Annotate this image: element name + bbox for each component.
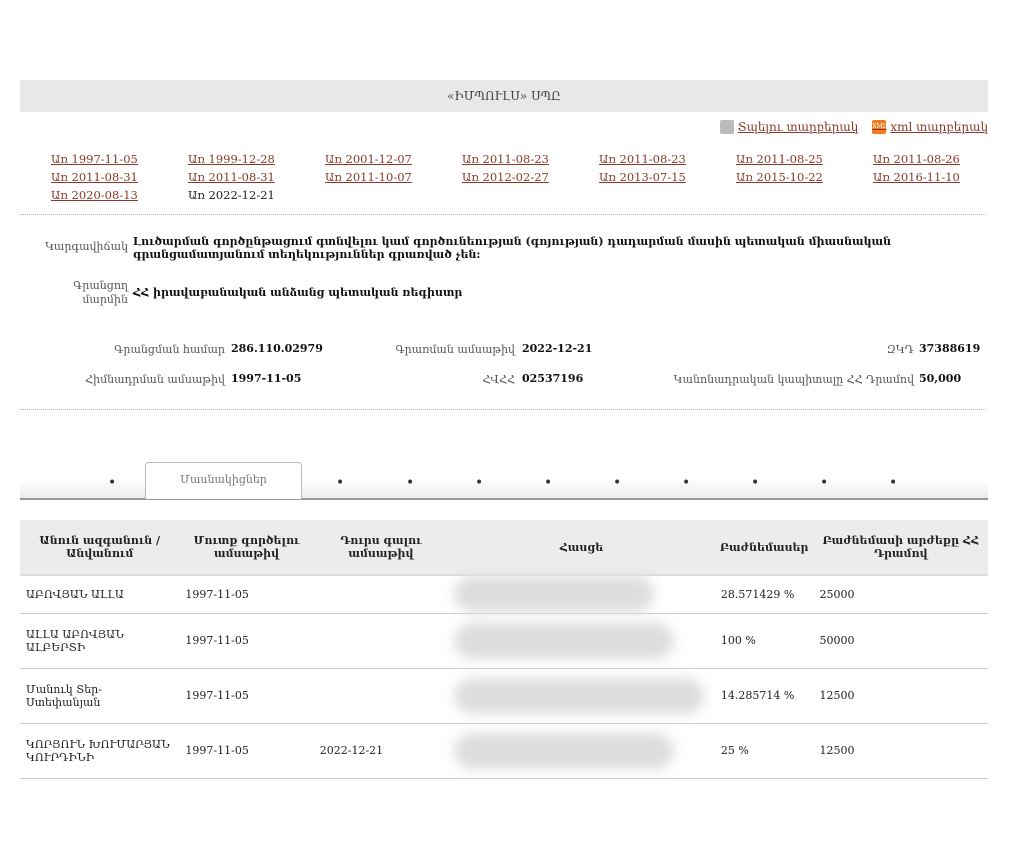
history-date-link[interactable]: Առ 2001-12-07 [325,152,412,166]
tab-10[interactable]: • [889,475,898,491]
tab-3[interactable]: • [406,475,415,491]
column-header: Բաժնեմասի արժեքը ՀՀ Դրամով [813,520,988,576]
registrar-label: Գրանցող մարմին [73,279,128,306]
xml-version-link[interactable]: XML xml տարբերակ [872,120,988,134]
history-date-link[interactable]: Առ 2011-08-26 [873,152,960,166]
tab-bar: Մասնակիցներ • • • • • • • • • • [20,460,988,500]
tab-4[interactable]: • [475,475,484,491]
table-row: ԱԼԼԱ ԱԲՈՎՅԱՆ ԱԼԲԵՐՏԻ 1997-11-05 100 % 50000 [20,613,988,669]
current-date: Առ 2022-12-21 [188,188,275,202]
xml-icon: XML [872,120,887,134]
cell-name: ԿՈՐՅՈՒՆ ԽՈՒՄԱՐՅԱՆ ԿՈՒՐԴԻՆԻ [20,723,180,779]
history-date-link[interactable]: Առ 2011-08-31 [51,170,138,184]
history-date-link[interactable]: Առ 2011-08-25 [736,152,823,166]
column-header: Դուրս գալու ամսաթիվ [313,520,449,576]
cell-entry: 1997-11-05 [179,613,314,669]
cell-entry: 1997-11-05 [179,668,314,724]
tin: 02537196 [522,372,584,385]
company-title: «ԻՄՊՈՒԼՍ» ՍՊԸ [20,80,988,112]
column-header: Բաժնեմասեր [714,520,814,576]
tab-9[interactable]: • [820,475,829,491]
redacted-address [454,576,655,613]
cell-value: 25000 [813,575,988,614]
table-row: ԿՈՐՅՈՒՆ ԽՈՒՄԱՐՅԱՆ ԿՈՒՐԴԻՆԻ 1997-11-05 2022… [20,723,988,779]
tab-6[interactable]: • [613,475,622,491]
xml-label: xml տարբերակ [890,120,988,134]
cell-exit [313,613,449,669]
tab-2[interactable]: • [336,475,345,491]
record-date: 2022-12-21 [522,342,593,355]
participants-table: Անուն ազգանուն / Անվանում Մուտք գործելու … [20,520,988,779]
history-date-link[interactable]: Առ 2011-10-07 [325,170,412,184]
cell-share: 100 % [714,613,814,669]
reg-number: 286.110.02979 [231,342,323,355]
history-dates: Առ 1997-11-05 Առ 1999-12-28 Առ 2001-12-07 Ա… [51,152,1010,202]
print-label: Տպելու տարբերակ [737,120,859,134]
cell-entry: 1997-11-05 [179,575,314,614]
tab-8[interactable]: • [751,475,760,491]
table-row: ԱԲՈՎՅԱՆ ԱԼԼԱ 1997-11-05 28.571429 % 25000 [20,575,988,614]
cell-address [448,575,715,614]
cell-exit [313,668,449,724]
registrar-value: ՀՀ իրավաբանական անձանց պետական ռեգիստր [133,286,463,299]
history-date-link[interactable]: Առ 2011-08-23 [599,152,686,166]
history-date-link[interactable]: Առ 2012-02-27 [462,170,549,184]
column-header: Մուտք գործելու ամսաթիվ [179,520,314,576]
history-date-link[interactable]: Առ 2011-08-23 [462,152,549,166]
tab-5[interactable]: • [544,475,553,491]
history-date-link[interactable]: Առ 2020-08-13 [51,188,138,202]
cell-value: 12500 [813,668,988,724]
cell-value: 50000 [813,613,988,669]
history-date-link[interactable]: Առ 2015-10-22 [736,170,823,184]
history-date-link[interactable]: Առ 2013-07-15 [599,170,686,184]
record-date-label: Գրառման ամսաթիվ [395,343,516,356]
status-label: Կարգավիճակ [45,240,128,253]
capital-label: Կանոնադրական կապիտալը ՀՀ Դրամով [673,373,914,386]
column-header: Հասցե [448,520,715,576]
zkd: 37388619 [919,342,981,355]
cell-value: 12500 [813,723,988,779]
cell-share: 28.571429 % [714,575,814,614]
capital: 50,000 [919,372,962,385]
tab-7[interactable]: • [682,475,691,491]
cell-address [448,613,715,669]
cell-name: ԱԲՈՎՅԱՆ ԱԼԼԱ [20,575,180,614]
history-date-link[interactable]: Առ 2016-11-10 [873,170,960,184]
history-date-link[interactable]: Առ 1997-11-05 [51,152,138,166]
cell-address [448,723,715,779]
table-row: Մանուկ Տեր-Ստեփանյան 1997-11-05 14.285714 … [20,668,988,724]
cell-share: 14.285714 % [714,668,814,724]
print-version-link[interactable]: Տպելու տարբերակ [719,120,859,134]
cell-exit: 2022-12-21 [313,723,449,779]
tab-participants[interactable]: Մասնակիցներ [145,462,302,499]
column-header: Անուն ազգանուն / Անվանում [20,520,180,576]
status-value: Լուծարման գործընթացում գտնվելու կամ գործ… [133,235,892,261]
zkd-label: ԶԿԴ [886,343,914,356]
cell-entry: 1997-11-05 [179,723,314,779]
cell-name: ԱԼԼԱ ԱԲՈՎՅԱՆ ԱԼԲԵՐՏԻ [20,613,180,669]
cell-address [448,668,715,724]
tin-label: ՀՎՀՀ [482,373,515,386]
cell-exit [313,575,449,614]
history-date-link[interactable]: Առ 1999-12-28 [188,152,275,166]
redacted-address [454,732,675,769]
export-links: Տպելու տարբերակ XML xml տարբերակ [719,120,988,134]
cell-name: Մանուկ Տեր-Ստեփանյան [20,668,180,724]
cell-share: 25 % [714,723,814,779]
reg-number-label: Գրանցման համար [114,343,225,356]
redacted-address [454,622,675,659]
redacted-address [454,677,705,714]
tab-1[interactable]: • [108,475,117,491]
history-date-link[interactable]: Առ 2011-08-31 [188,170,275,184]
founded-label: Հիմնադրման ամսաթիվ [85,373,225,386]
founded: 1997-11-05 [231,372,302,385]
divider [20,409,986,410]
printer-icon [719,120,734,134]
divider [20,214,986,215]
